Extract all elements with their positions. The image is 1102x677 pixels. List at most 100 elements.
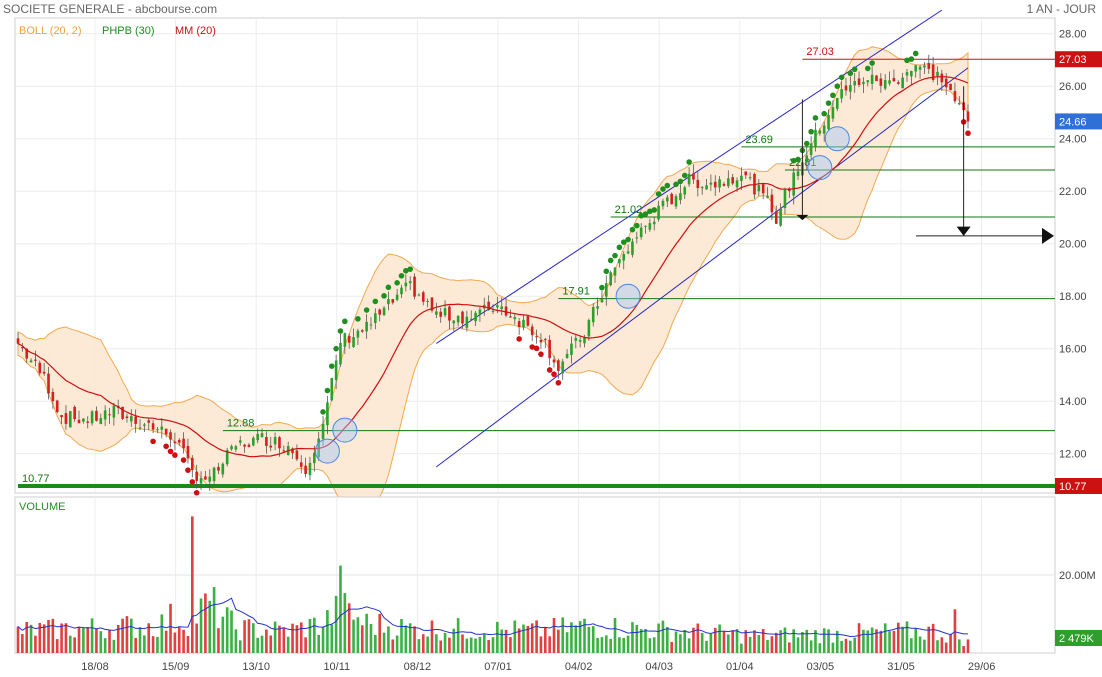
candle-body (936, 71, 939, 77)
volume-bar (182, 629, 185, 653)
phpb-low-marker (533, 345, 540, 352)
candle-body (622, 253, 626, 261)
candle-body (374, 313, 377, 323)
volume-bar (618, 637, 621, 653)
candle-body (600, 299, 604, 303)
volume-bar (931, 623, 935, 653)
date-tick-label: 10/11 (323, 661, 350, 673)
volume-bar (604, 635, 608, 653)
volume-bar (103, 638, 107, 653)
volume-bar (914, 628, 918, 653)
volume-bar (426, 636, 429, 653)
volume-bar (779, 630, 782, 653)
volume-bar (631, 622, 634, 653)
volume-bar (217, 628, 220, 653)
volume-bar (42, 624, 46, 653)
candle-body (343, 333, 347, 347)
phpb-high-marker (363, 307, 370, 313)
volume-bar (835, 630, 839, 653)
level-label: 23.69 (745, 134, 773, 146)
candle-body (770, 194, 774, 213)
candle-body (705, 185, 708, 190)
volume-bar (478, 636, 482, 653)
phpb-high-marker (864, 65, 871, 72)
date-tick-label: 18/08 (81, 661, 109, 673)
candle-body (853, 81, 857, 86)
volume-bar (55, 639, 59, 653)
volume-bar (404, 625, 408, 653)
price-axis-labels: 12.00 14.00 16.00 18.00 20.00 22.00 24.00 26.00… (1059, 29, 1087, 461)
volume-bar (936, 640, 939, 653)
candle-body (82, 418, 85, 422)
candle-body (879, 78, 883, 86)
volume-bar (82, 627, 85, 653)
volume-bar (391, 639, 395, 653)
candle-body (217, 466, 220, 471)
volume-bar (753, 630, 756, 653)
volume-bar (308, 618, 312, 653)
candle-body (21, 347, 24, 349)
phpb-high-marker (681, 172, 688, 179)
candle-body (548, 339, 551, 359)
volume-bar (949, 633, 952, 653)
phpb-high-marker (625, 236, 631, 243)
volume-bar (21, 634, 24, 653)
candle-body (282, 450, 286, 452)
phpb-low-marker (546, 367, 553, 373)
candle-body (639, 227, 643, 238)
volume-bar (883, 623, 887, 653)
phpb-high-marker (808, 128, 814, 135)
level-label: 27.03 (806, 46, 834, 58)
volume-bar (108, 629, 111, 653)
volume-bar (413, 626, 416, 653)
candle-body (238, 440, 242, 443)
candle-body (530, 326, 534, 336)
volume-bar (278, 625, 281, 653)
volume-bar (927, 626, 931, 653)
volume-bar (530, 623, 534, 653)
volume-bar (378, 613, 382, 653)
candle-body (369, 324, 373, 326)
candle-body (583, 337, 586, 344)
volume-bar (613, 618, 617, 653)
volume-bar (238, 640, 242, 653)
candle-body (840, 89, 843, 99)
candle-body (169, 432, 172, 440)
phpb-high-marker (812, 115, 819, 121)
candle-body (744, 171, 748, 176)
volume-axis-label: 20.00M (1059, 570, 1096, 582)
candle-body (143, 424, 146, 426)
volume-bar (609, 638, 612, 653)
projection-target-arrow (1042, 227, 1054, 244)
volume-bar (452, 628, 456, 653)
candle-body (191, 457, 194, 471)
volume-bar (395, 635, 399, 653)
candle-body (796, 171, 800, 176)
candle-body (892, 77, 896, 82)
candle-body (391, 299, 395, 303)
candle-body (330, 377, 334, 401)
volume-bar (204, 593, 207, 653)
price-tick-label: 22.00 (1059, 186, 1087, 198)
candle-body (535, 336, 538, 338)
candle-body (805, 155, 809, 163)
phpb-high-marker (372, 298, 379, 305)
volume-bar (25, 622, 29, 653)
candle-body (700, 187, 704, 189)
candle-body (138, 427, 142, 429)
volume-bar (709, 633, 713, 653)
candle-body (631, 241, 634, 255)
volume-bar (352, 619, 355, 653)
candle-body (748, 177, 752, 179)
candle-body (735, 180, 739, 188)
candle-body (923, 65, 926, 68)
volume-bar (156, 636, 159, 653)
phpb-high-marker (328, 363, 335, 369)
volume-bar (448, 637, 451, 653)
volume-bar (95, 628, 98, 653)
date-axis-labels: 18/08 15/09 13/10 10/11 08/12 07/01 04/02 04/03… (81, 661, 995, 673)
circled-point (314, 438, 340, 464)
volume-bar (535, 620, 538, 653)
volume-bar (90, 618, 94, 653)
volume-last-value: 2 479K (1059, 633, 1095, 645)
